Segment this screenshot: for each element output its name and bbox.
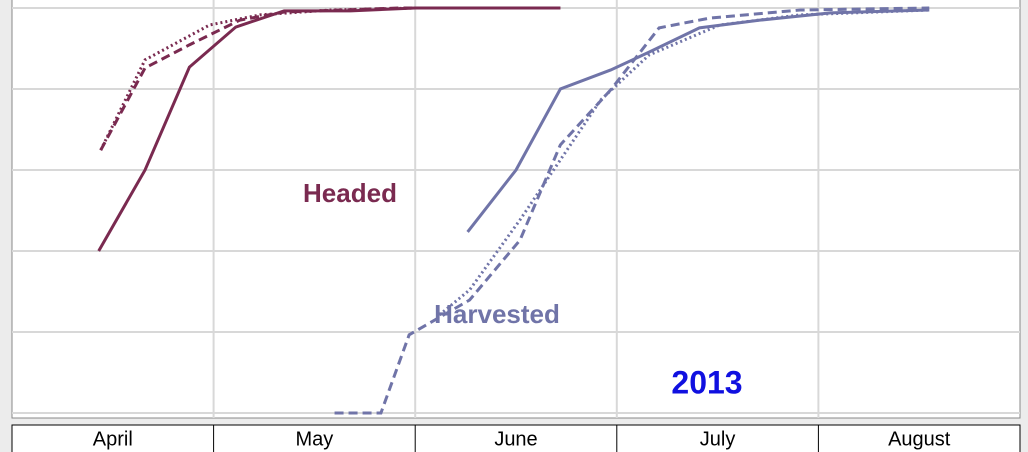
data-line <box>99 6 561 151</box>
x-tick-label: July <box>700 428 736 450</box>
x-axis-strip <box>11 424 1021 452</box>
x-tick-label: May <box>296 428 334 450</box>
x-tick-label: April <box>93 428 133 450</box>
x-tick-label: August <box>888 428 951 450</box>
data-line <box>438 8 930 317</box>
annotation: 2013 <box>671 364 742 400</box>
plot-area <box>11 0 1021 419</box>
data-line <box>99 6 416 151</box>
x-tick-label: June <box>494 428 537 450</box>
data-line <box>334 6 930 415</box>
annotation: Headed <box>303 178 397 208</box>
annotation: Harvested <box>434 299 560 329</box>
